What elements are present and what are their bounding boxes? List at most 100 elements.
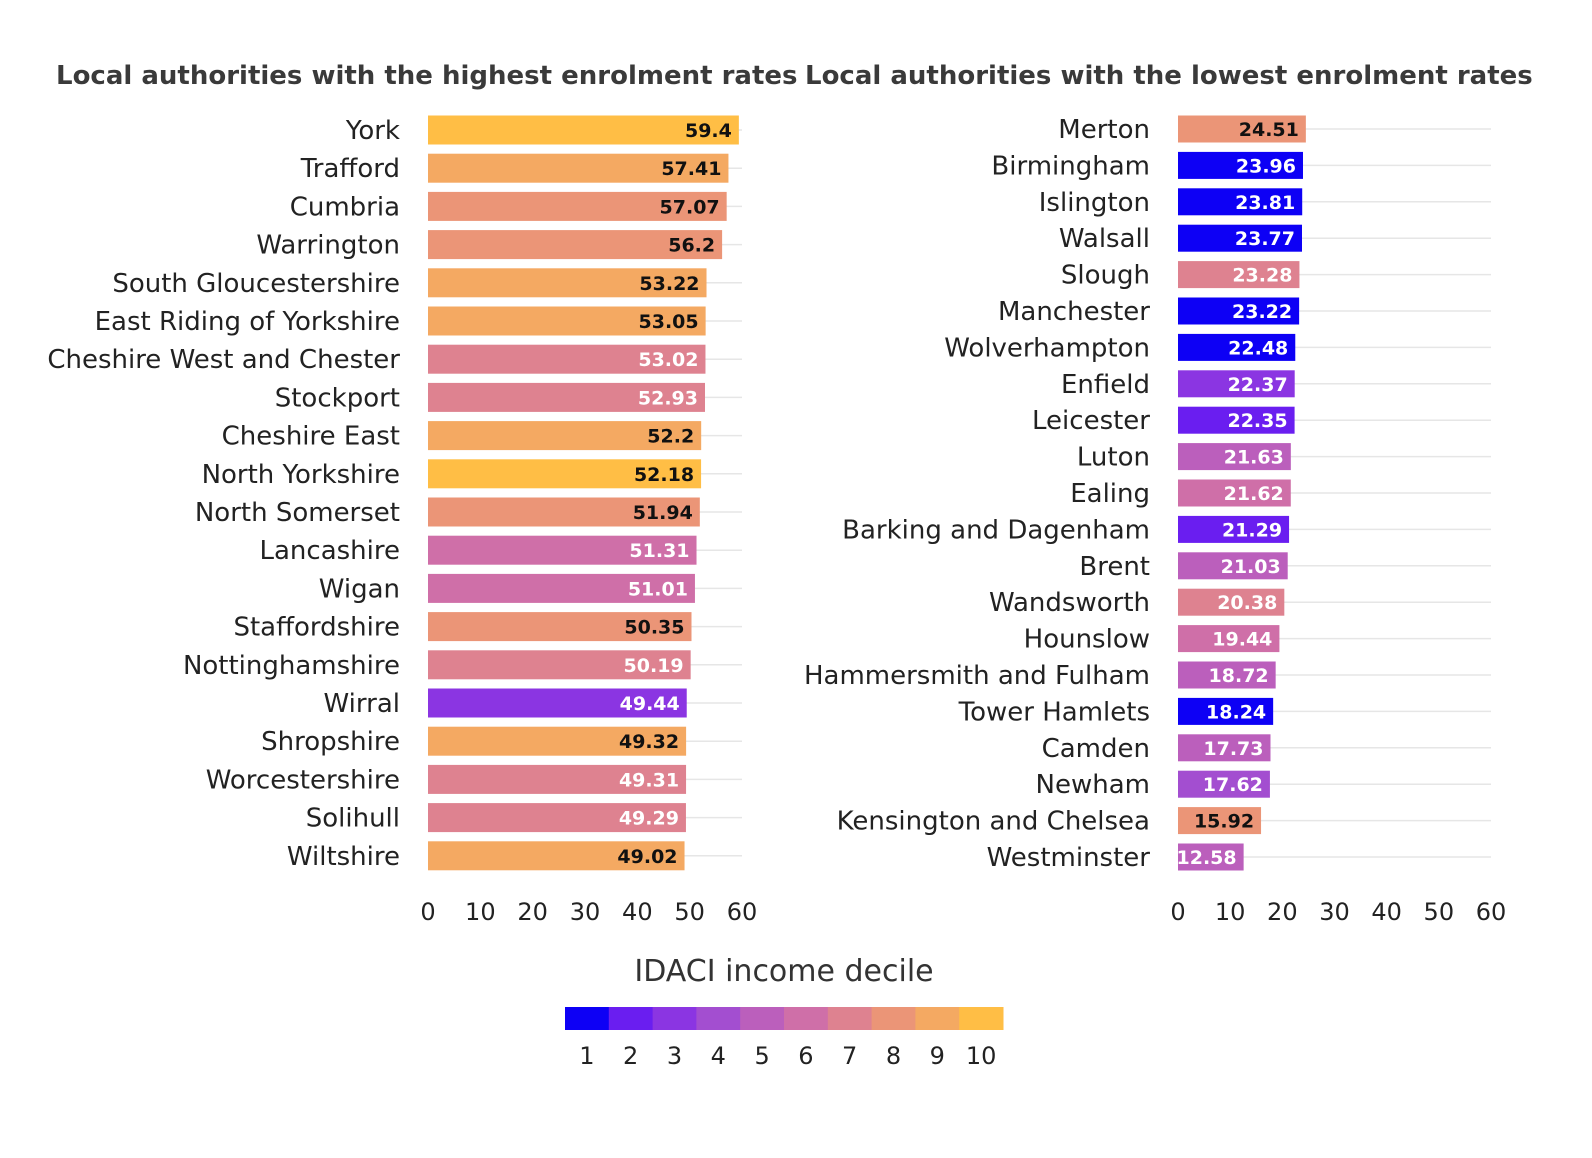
legend-title: IDACI income decile [634,954,933,989]
bar [1178,770,1270,798]
category-label: Islington [1039,188,1150,218]
bar [428,306,706,336]
bar [1178,734,1271,762]
bar [1178,625,1280,653]
legend-tick-label: 10 [966,1042,997,1070]
category-label: Barking and Dagenham [842,515,1150,545]
bar [428,650,691,680]
bar [1178,552,1288,580]
category-label: Lancashire [260,536,401,566]
category-label: South Gloucestershire [112,269,400,299]
x-tick-label: 60 [1476,898,1507,926]
x-tick-label: 10 [1215,898,1246,926]
legend-tick-label: 6 [798,1042,813,1070]
x-tick-label: 0 [1170,898,1185,926]
value-label: 49.31 [619,769,679,791]
bar [1178,188,1303,216]
x-tick-label: 20 [1267,898,1298,926]
legend-swatch [608,1007,654,1030]
bar [1178,115,1306,143]
value-label: 51.31 [629,540,689,562]
bar [1178,697,1274,725]
category-label: Tower Hamlets [958,697,1150,727]
bar [1178,843,1244,871]
bar [1178,151,1303,179]
category-label: North Somerset [195,498,400,528]
value-label: 50.19 [624,655,684,677]
x-tick-label: 50 [674,898,705,926]
bar [428,803,686,833]
bar [428,841,685,871]
bar [428,726,687,756]
value-label: 21.29 [1222,519,1282,541]
bar [428,497,700,527]
bar [1178,297,1300,325]
bar [1178,333,1296,361]
value-label: 23.96 [1236,155,1296,177]
category-label: Walsall [1059,224,1150,254]
value-label: 52.93 [638,387,698,409]
category-label: Stockport [275,383,400,413]
category-label: Hounslow [1024,625,1150,655]
bar [1178,515,1290,543]
highest-rates-panel: Local authorities with the highest enrol… [47,61,797,926]
x-tick-label: 30 [570,898,601,926]
category-label: Brent [1079,552,1150,582]
bar [1178,807,1262,835]
legend-tick-label: 4 [711,1042,726,1070]
category-label: Wolverhampton [944,333,1150,363]
value-label: 49.32 [619,731,679,753]
category-label: Hammersmith and Fulham [804,661,1150,691]
category-label: Wiltshire [287,842,400,872]
legend-swatch [652,1007,697,1030]
bar [428,268,707,298]
bar [1178,370,1295,398]
category-label: Merton [1058,115,1150,145]
legend-swatch [696,1007,741,1030]
category-label: Warrington [256,231,400,261]
value-label: 49.29 [619,808,679,830]
value-label: 53.22 [639,273,699,295]
bar [1178,261,1300,289]
category-label: Cheshire West and Chester [47,345,400,375]
x-tick-label: 20 [517,898,548,926]
value-label: 59.4 [685,120,732,142]
legend-tick-label: 3 [667,1042,682,1070]
bar [1178,588,1285,616]
legend-swatch [915,1007,960,1030]
category-label: Shropshire [261,727,400,757]
x-tick-label: 0 [420,898,435,926]
value-label: 51.01 [628,578,688,600]
value-label: 56.2 [668,235,715,257]
bar [428,573,695,603]
bar [428,230,723,260]
category-label: Trafford [300,154,400,184]
bar [1178,224,1303,252]
x-tick-label: 30 [1319,898,1350,926]
category-label: East Riding of Yorkshire [95,307,400,337]
category-label: Wigan [319,574,400,604]
bar [1178,661,1276,689]
bar [428,344,706,374]
value-label: 24.51 [1239,119,1299,141]
category-label: Leicester [1032,406,1150,436]
category-label: Birmingham [991,151,1150,181]
x-tick-label: 40 [622,898,653,926]
category-label: Wandsworth [989,588,1150,618]
bar [428,459,702,489]
value-label: 20.38 [1217,592,1277,614]
category-label: Cheshire East [222,422,400,452]
category-label: Worcestershire [206,765,400,795]
bar [428,688,687,718]
category-label: Kensington and Chelsea [837,807,1150,837]
category-label: Cumbria [290,192,400,222]
category-label: Solihull [306,804,400,834]
value-label: 22.35 [1227,410,1287,432]
legend-swatch [959,1007,1004,1030]
bar [1178,406,1295,434]
value-label: 18.72 [1209,665,1269,687]
decile-legend: IDACI income decile 1 2 3 4 5 6 7 8 9 10 [565,954,1004,1070]
lowest-rates-title: Local authorities with the lowest enrolm… [805,61,1533,91]
legend-tick-label: 5 [754,1042,769,1070]
